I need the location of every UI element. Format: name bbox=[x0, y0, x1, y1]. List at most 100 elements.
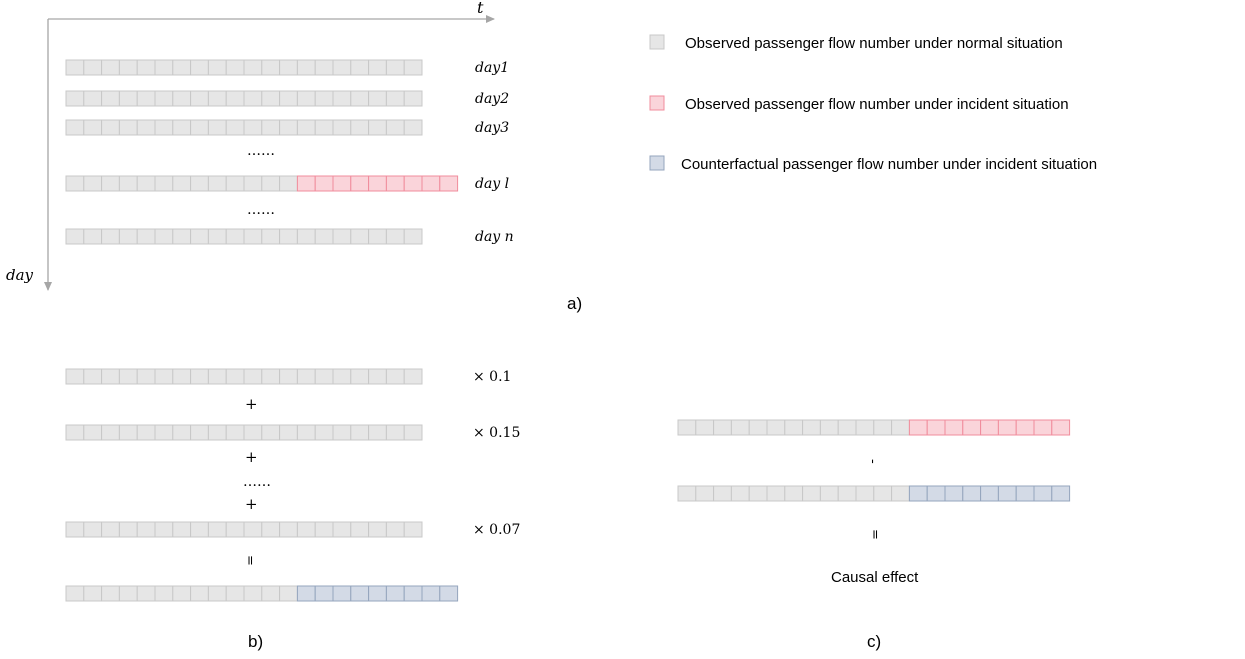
normal-cell bbox=[332, 521, 352, 538]
normal-cell bbox=[385, 90, 405, 107]
incident-cell bbox=[421, 175, 441, 192]
normal-cell bbox=[368, 521, 387, 538]
normal-cell bbox=[243, 90, 263, 107]
normal-cell bbox=[279, 90, 298, 107]
legend: Observed passenger flow number under nor… bbox=[649, 34, 1097, 173]
normal-cell bbox=[296, 90, 316, 107]
normal-cell bbox=[855, 419, 875, 436]
incident-cell bbox=[368, 175, 387, 192]
normal-cell bbox=[296, 521, 316, 538]
normal-cell bbox=[279, 59, 298, 76]
normal-cell bbox=[172, 521, 192, 538]
counterfactual-cell bbox=[926, 485, 946, 502]
cell-strip bbox=[65, 59, 423, 76]
incident-cell bbox=[296, 175, 316, 192]
normal-cell bbox=[350, 119, 370, 136]
normal-cell bbox=[136, 90, 156, 107]
normal-cell bbox=[101, 90, 120, 107]
weight-label: × 0.1 bbox=[473, 369, 511, 385]
normal-cell bbox=[83, 228, 103, 245]
normal-cell bbox=[65, 424, 85, 441]
normal-cell bbox=[172, 119, 192, 136]
panel-a-rows: day1 day2 day3 day l day n bbox=[65, 59, 514, 245]
normal-cell bbox=[172, 59, 192, 76]
normal-cell bbox=[172, 585, 192, 602]
normal-cell bbox=[172, 424, 192, 441]
normal-cell bbox=[207, 59, 227, 76]
incident-cell bbox=[962, 419, 982, 436]
normal-cell bbox=[296, 368, 316, 385]
normal-cell bbox=[65, 368, 85, 385]
incident-cell bbox=[997, 419, 1017, 436]
normal-cell bbox=[279, 424, 298, 441]
normal-cell bbox=[101, 368, 120, 385]
counterfactual-cell bbox=[997, 485, 1017, 502]
panel-c-label: c) bbox=[867, 632, 881, 651]
normal-cell bbox=[83, 521, 103, 538]
normal-cell bbox=[314, 228, 334, 245]
causal-effect-label: Causal effect bbox=[831, 569, 919, 586]
normal-cell bbox=[296, 228, 316, 245]
time-axis-label: t bbox=[477, 0, 484, 17]
normal-cell bbox=[154, 59, 174, 76]
incident-cell bbox=[1051, 419, 1071, 436]
normal-cell bbox=[873, 485, 893, 502]
normal-cell bbox=[279, 368, 298, 385]
normal-cell bbox=[65, 521, 85, 538]
normal-cell bbox=[136, 521, 156, 538]
counterfactual-cell bbox=[332, 585, 352, 602]
panel-b-rows: × 0.1 × 0.15 × 0.07 bbox=[65, 368, 520, 602]
normal-cell bbox=[279, 228, 298, 245]
incident-cell bbox=[385, 175, 405, 192]
normal-cell bbox=[261, 175, 281, 192]
normal-cell bbox=[190, 228, 209, 245]
normal-cell bbox=[136, 228, 156, 245]
normal-cell bbox=[154, 521, 174, 538]
normal-cell bbox=[118, 175, 138, 192]
plus-operator: + bbox=[245, 395, 258, 413]
normal-cell bbox=[207, 424, 227, 441]
cell-strip bbox=[65, 90, 423, 107]
legend-swatch-incident bbox=[649, 95, 665, 111]
normal-cell bbox=[136, 175, 156, 192]
counterfactual-cell bbox=[944, 485, 964, 502]
normal-cell bbox=[332, 228, 352, 245]
normal-cell bbox=[314, 424, 334, 441]
incident-cell bbox=[439, 175, 459, 192]
normal-cell bbox=[748, 485, 768, 502]
normal-cell bbox=[385, 521, 405, 538]
normal-cell bbox=[314, 521, 334, 538]
normal-cell bbox=[225, 521, 245, 538]
normal-cell bbox=[101, 585, 120, 602]
normal-cell bbox=[350, 228, 370, 245]
normal-cell bbox=[296, 119, 316, 136]
normal-cell bbox=[350, 424, 370, 441]
normal-cell bbox=[403, 119, 423, 136]
normal-cell bbox=[855, 485, 875, 502]
normal-cell bbox=[261, 59, 281, 76]
normal-cell bbox=[83, 424, 103, 441]
normal-cell bbox=[207, 585, 227, 602]
normal-cell bbox=[65, 119, 85, 136]
normal-cell bbox=[802, 485, 821, 502]
normal-cell bbox=[136, 119, 156, 136]
incident-cell bbox=[332, 175, 352, 192]
normal-cell bbox=[296, 424, 316, 441]
ellipsis: …… bbox=[243, 474, 271, 490]
incident-cell bbox=[403, 175, 423, 192]
normal-cell bbox=[713, 485, 732, 502]
normal-cell bbox=[101, 521, 120, 538]
cell-strip bbox=[65, 585, 459, 602]
normal-cell bbox=[403, 521, 423, 538]
normal-cell bbox=[279, 521, 298, 538]
normal-cell bbox=[136, 59, 156, 76]
normal-cell bbox=[403, 424, 423, 441]
legend-label-normal: Observed passenger flow number under nor… bbox=[685, 35, 1063, 52]
weight-label: × 0.07 bbox=[473, 522, 520, 538]
normal-cell bbox=[332, 59, 352, 76]
normal-cell bbox=[136, 368, 156, 385]
normal-cell bbox=[368, 90, 387, 107]
normal-cell bbox=[101, 175, 120, 192]
legend-swatch-normal bbox=[649, 34, 665, 50]
